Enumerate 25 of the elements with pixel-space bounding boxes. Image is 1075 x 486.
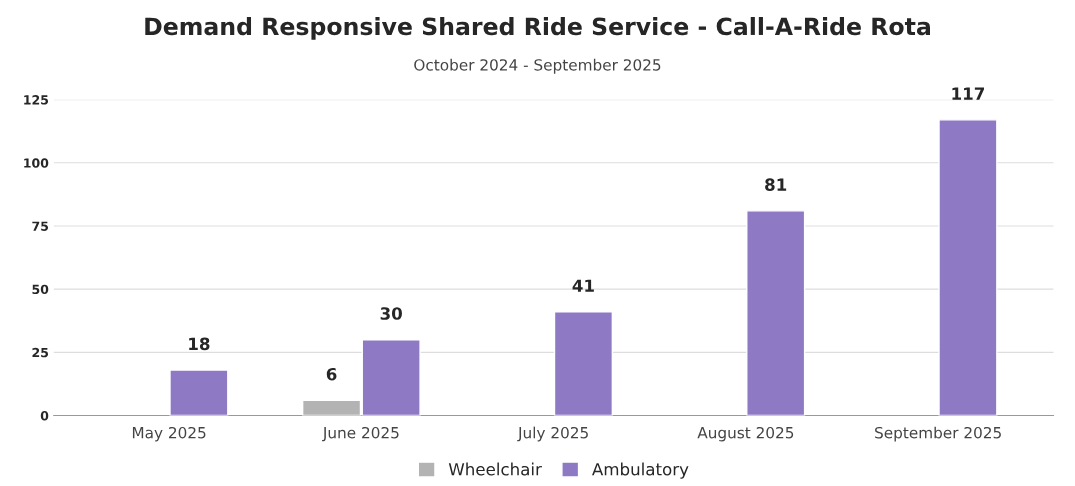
x-tick-label: May 2025: [132, 426, 206, 442]
data-label: 41: [572, 279, 594, 292]
x-tick-label: August 2025: [697, 426, 794, 442]
bar: [746, 210, 806, 416]
x-tick-label: June 2025: [322, 426, 399, 442]
y-tick-label: 25: [32, 347, 49, 358]
x-tick-label: September 2025: [875, 426, 1001, 442]
bar: [553, 311, 614, 416]
bar: [169, 369, 229, 416]
y-tick-label: 100: [24, 158, 49, 168]
data-label: 117: [952, 87, 985, 100]
chart-subtitle: October 2024 - September 2025: [414, 58, 661, 74]
data-label: 18: [189, 337, 210, 351]
y-tick-label: 125: [24, 95, 49, 105]
data-label: 30: [380, 307, 402, 320]
x-tick-label: July 2025: [517, 426, 588, 442]
data-label: 6: [326, 367, 337, 381]
y-tick-label: 75: [32, 221, 49, 231]
data-label: 81: [765, 178, 787, 191]
bar: [938, 119, 998, 416]
y-tick-label: 50: [32, 284, 49, 295]
chart-title: Demand Responsive Shared Ride Service - Call-A-Ride Rota: [145, 17, 930, 40]
legend-label: Wheelchair: [448, 462, 542, 476]
y-tick-label: 0: [40, 411, 49, 421]
legend-label: Ambulatory: [592, 462, 689, 479]
